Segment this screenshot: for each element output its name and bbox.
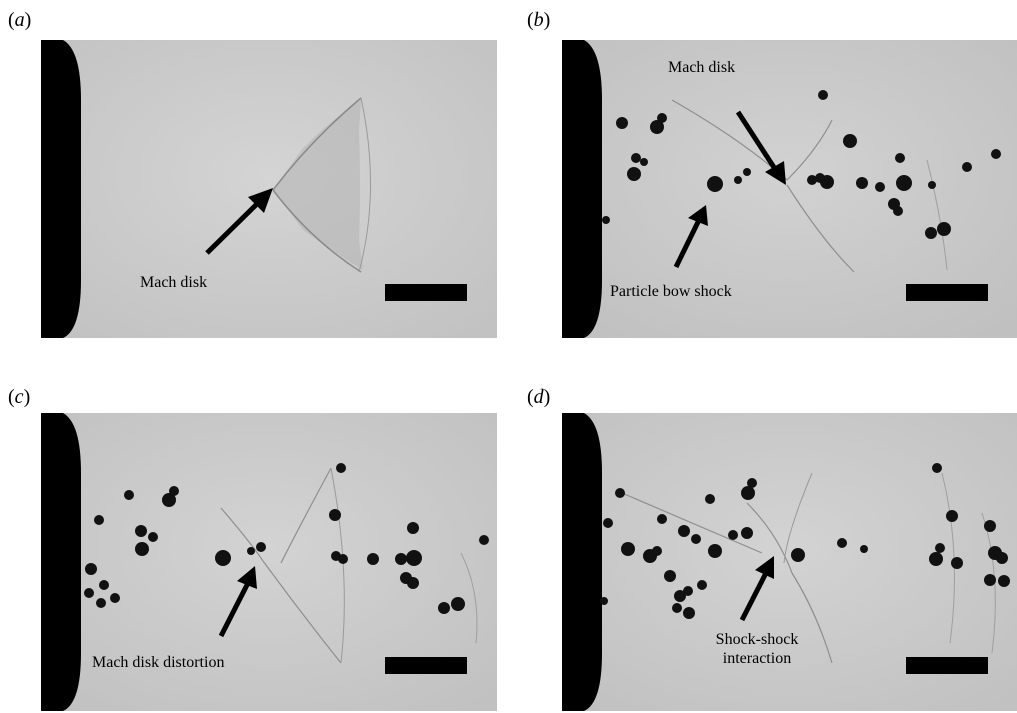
schlieren-image-d [562, 413, 1017, 711]
annotation-d-line1: Shock-shock [715, 631, 799, 648]
panel-label-a: (a) [8, 9, 32, 31]
nozzle-exit [562, 40, 602, 338]
arrow-d-shock-shock [739, 556, 774, 622]
particles-b [602, 90, 1001, 239]
annotation-d-line2: interaction [722, 650, 792, 667]
arrow-c-distortion [218, 566, 257, 638]
panel-label-c: (c) [8, 386, 31, 408]
arrow-a-mach-disk [205, 188, 273, 255]
scale-bar-b [906, 284, 988, 301]
nozzle-exit [41, 40, 81, 338]
particles-c [84, 463, 489, 614]
arrow-b-mach-disk [735, 110, 786, 185]
nozzle-exit [41, 413, 81, 711]
mach-disk-shape [273, 100, 363, 270]
panel-label-b: (b) [527, 9, 551, 31]
image-panel-a [41, 40, 497, 338]
panel-label-d: (d) [527, 386, 551, 408]
arrow-b-bow-shock [673, 205, 708, 269]
annotation-b-mach-disk: Mach disk [668, 59, 736, 76]
annotation-b-particle-bow-shock: Particle bow shock [610, 283, 732, 300]
annotation-d-shock-shock-interaction: Shock-shock interaction [692, 630, 822, 668]
particles-d [600, 463, 1010, 619]
scale-bar-d [906, 657, 988, 674]
nozzle-exit [562, 413, 602, 711]
annotation-a-mach-disk: Mach disk [140, 274, 208, 291]
image-panel-d [562, 413, 1017, 711]
scale-bar-a [385, 284, 467, 301]
scale-bar-c [385, 657, 467, 674]
annotation-c-mach-disk-distortion: Mach disk distortion [92, 654, 225, 671]
